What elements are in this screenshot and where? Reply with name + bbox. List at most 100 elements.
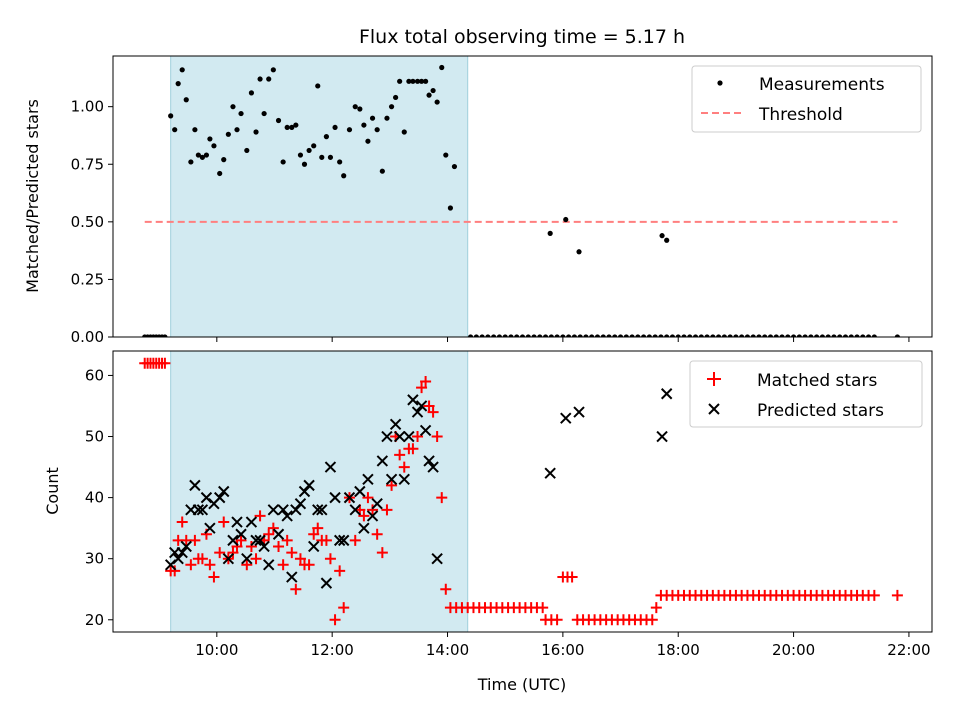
predicted-stars-point	[415, 400, 428, 412]
measurements-point	[311, 143, 317, 149]
predicted-stars-point	[385, 473, 398, 485]
measurements-point	[865, 334, 872, 337]
measurements-point	[502, 334, 508, 337]
chart-title: Flux total observing time = 5.17 h	[359, 26, 685, 48]
measurements-point	[594, 334, 601, 337]
measurements-point	[646, 334, 652, 337]
measurements-point	[365, 138, 371, 144]
y-tick-label: 20	[85, 611, 104, 629]
matched-stars-point	[308, 528, 320, 540]
matched-stars-point	[263, 528, 275, 540]
matched-stars-point	[362, 492, 374, 504]
predicted-stars-point	[189, 479, 201, 492]
measurements-point	[664, 334, 670, 337]
matched-stars-point	[349, 534, 361, 546]
measurements-point	[175, 81, 181, 87]
measurements-point	[514, 334, 520, 337]
top-legend-box	[691, 65, 922, 133]
measurements-point	[854, 334, 860, 337]
measurements-point	[744, 334, 751, 337]
top-axis-ticks: 0.00 0.25 0.50 0.75 1.00	[71, 98, 910, 346]
measurements-point	[388, 104, 395, 110]
measurements-point	[221, 157, 227, 163]
measurements-point	[664, 237, 670, 243]
measurements-point	[253, 129, 259, 135]
measurements-point	[542, 334, 549, 337]
top-panel: 0.00 0.25 0.50 0.75 1.00 Matched/Predicted s…	[23, 55, 933, 346]
measurements-point	[894, 334, 900, 337]
measurements-point	[842, 334, 849, 337]
measurements-point	[397, 78, 403, 84]
measurements-point	[217, 170, 223, 177]
predicted-stars-point	[286, 571, 298, 583]
predicted-stars-point	[222, 552, 235, 565]
measurements-point	[762, 334, 768, 337]
predicted-stars-point	[290, 504, 302, 516]
predicted-stars-point	[316, 504, 328, 516]
predicted-stars-point	[393, 430, 406, 443]
measurements-point	[612, 334, 618, 337]
x-tick-label: 20:00	[772, 641, 815, 659]
measurements-point	[491, 334, 497, 337]
measurements-point	[406, 78, 412, 84]
predicted-stars-point	[337, 534, 350, 547]
measurements-point	[434, 99, 440, 105]
measurements-point	[756, 334, 762, 337]
predicted-stars-point	[245, 516, 258, 528]
measurements-point	[357, 106, 363, 112]
measurements-point	[576, 249, 582, 255]
legend-label-predicted-stars: Predicted stars	[757, 401, 884, 421]
measurements-point	[554, 334, 560, 337]
measurements-point	[600, 334, 606, 337]
measurements-point	[548, 334, 554, 337]
predicted-stars-point	[218, 485, 230, 498]
top-plot-marks	[142, 64, 900, 337]
predicted-stars-point	[235, 528, 247, 540]
y-tick-label: 50	[85, 428, 104, 446]
measurements-point	[238, 110, 244, 117]
measurements-point	[641, 334, 647, 337]
matched-stars-point	[235, 534, 247, 546]
measurements-point	[675, 334, 681, 337]
measurements-point	[473, 334, 479, 337]
predicted-stars-point	[196, 504, 209, 516]
measurements-point	[681, 334, 687, 337]
measurements-point	[496, 334, 503, 337]
measurements-point	[188, 159, 194, 165]
measurements-point	[467, 334, 474, 337]
predicted-stars-point	[403, 430, 415, 443]
measurements-point	[393, 94, 399, 101]
matched-stars-point	[227, 547, 239, 559]
matched-stars-point	[303, 559, 315, 571]
matched-stars-point	[423, 400, 435, 412]
matched-stars-point	[358, 510, 370, 522]
measurements-point	[698, 334, 704, 337]
predicted-stars-point	[376, 455, 389, 467]
measurements-point	[293, 122, 299, 128]
matched-stars-point	[277, 559, 289, 571]
measurements-point	[297, 152, 304, 158]
matched-stars-point	[250, 553, 262, 565]
measurements-point	[547, 230, 553, 236]
predicted-stars-point	[204, 522, 216, 534]
matched-stars-point	[412, 431, 424, 443]
measurements-point	[410, 78, 416, 84]
matched-stars-point	[376, 547, 388, 559]
measurements-point	[739, 334, 745, 337]
legend-marker-measurements	[717, 80, 723, 86]
matched-stars-point	[214, 547, 226, 559]
predicted-stars-point	[303, 479, 315, 492]
measurements-point	[837, 334, 843, 337]
matched-stars-point	[185, 559, 197, 571]
predicted-stars-point	[544, 467, 556, 479]
measurements-point	[211, 143, 217, 149]
measurements-point	[172, 127, 178, 133]
measurements-point	[179, 67, 185, 73]
matched-stars-point	[312, 522, 324, 534]
bottom-axis-ticks: 20 30 40 50 60 10:00 12:00 14:00 16:00 18:00 20:00…	[85, 366, 931, 659]
measurements-point	[301, 161, 308, 167]
measurements-point	[337, 159, 343, 165]
measurements-point	[439, 64, 445, 71]
measurements-point	[825, 334, 831, 337]
matched-stars-point	[367, 504, 379, 516]
